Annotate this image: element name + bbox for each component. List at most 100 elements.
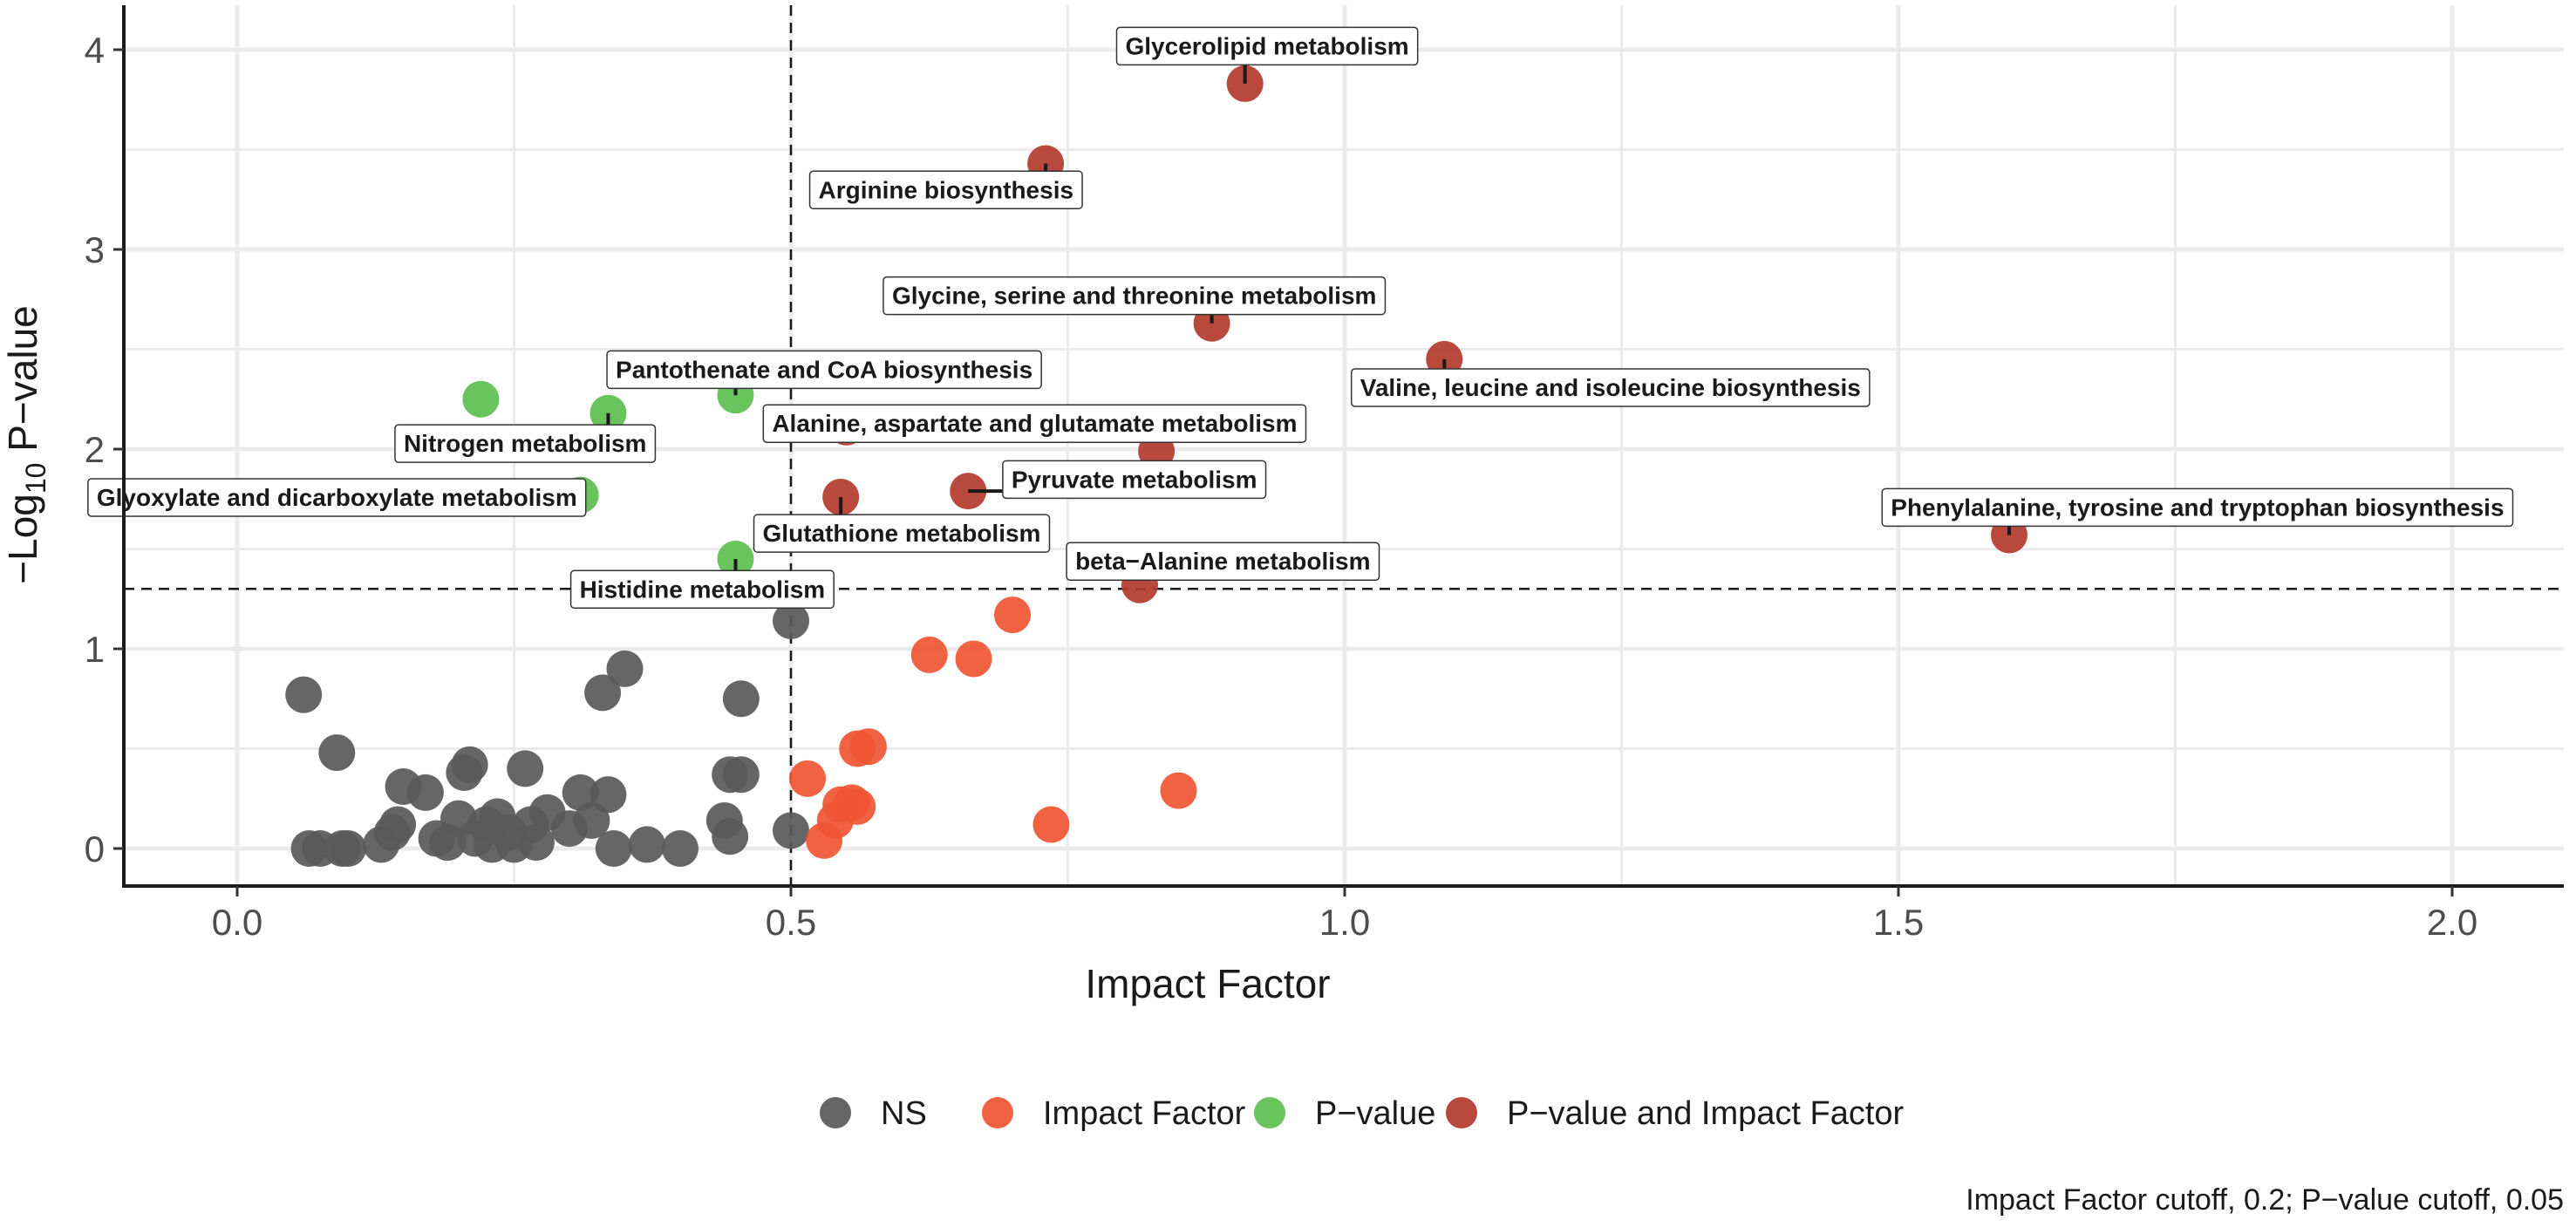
legend-label: NS: [881, 1095, 927, 1132]
y-tick-label: 4: [85, 30, 105, 71]
axes: [122, 5, 2564, 888]
point-label-text: Alanine, aspartate and glutamate metabol…: [772, 410, 1297, 437]
data-point: [722, 680, 760, 718]
point-label-text: Valine, leucine and isoleucine biosynthe…: [1360, 374, 1861, 401]
legend-key: [1446, 1097, 1477, 1128]
data-point: [628, 826, 665, 863]
point-label-box: [808, 170, 1083, 210]
data-point: [722, 756, 760, 794]
point-labels: Glycerolipid metabolism Arginine biosynth…: [87, 26, 2514, 610]
data-point: [462, 380, 500, 418]
point-label: Pantothenate and CoA biosynthesis: [606, 350, 1042, 390]
point-label-box: [569, 569, 835, 610]
data-point: [849, 728, 887, 766]
data-point: [584, 674, 622, 712]
data-point: [789, 760, 827, 797]
point-label-text: Histidine metabolism: [580, 576, 826, 603]
point-label-box: [1115, 26, 1419, 66]
label-connectors: [606, 65, 2011, 571]
point-label-box: [1002, 460, 1267, 500]
legend-key: [1254, 1097, 1285, 1128]
x-tick-label: 1.0: [1319, 902, 1370, 943]
point-label-box: [883, 276, 1387, 316]
data-point: [606, 650, 644, 687]
x-tick-label: 2.0: [2427, 902, 2477, 943]
data-point: [589, 776, 627, 814]
data-point: [662, 830, 699, 867]
data-point: [517, 824, 555, 862]
data-point: [1032, 806, 1070, 843]
tick-labels: 0.0 0.5 1.0 1.5 2.0 0 1 2 3 4: [85, 30, 2478, 943]
point-label-box: [606, 350, 1042, 390]
data-point: [562, 774, 599, 811]
point-label-text: Glutathione metabolism: [763, 520, 1041, 547]
point-label-text: Glycerolipid metabolism: [1125, 32, 1408, 59]
y-tick-label: 2: [85, 429, 105, 470]
data-point: [318, 734, 356, 772]
point-label-text: Nitrogen metabolism: [404, 430, 646, 457]
data-point: [773, 812, 809, 849]
legend-key: [982, 1097, 1013, 1128]
y-axis-title-suffix: P−value: [0, 305, 45, 462]
data-point: [910, 636, 948, 673]
point-label: Nitrogen metabolism: [394, 424, 657, 463]
legend-key: [820, 1097, 851, 1128]
cutoff-lines: [124, 5, 2564, 886]
point-label-text: beta−Alanine metabolism: [1075, 548, 1370, 575]
point-label: Phenylalanine, tyrosine and tryptophan b…: [1881, 487, 2514, 528]
data-point: [712, 818, 749, 855]
data-point: [573, 801, 610, 839]
data-point: [285, 676, 323, 713]
y-axis-title: −Log10 P−value: [0, 305, 51, 584]
point-label-box: [1066, 542, 1380, 581]
y-tick-label: 3: [85, 229, 105, 270]
point-label: beta−Alanine metabolism: [1066, 542, 1380, 581]
point-label-box: [87, 478, 587, 517]
data-point: [507, 750, 544, 787]
data-point: [773, 602, 809, 639]
data-point: [955, 640, 992, 678]
y-axis-title-subscript: 10: [20, 463, 51, 494]
point-label-text: Glyoxylate and dicarboxylate metabolism: [97, 484, 577, 511]
legend: NS Impact Factor P−value P−value and Impact…: [820, 1095, 1905, 1132]
point-label-box: [1881, 487, 2514, 528]
point-label-box: [753, 514, 1051, 553]
point-label-text: Phenylalanine, tyrosine and tryptophan b…: [1891, 494, 2504, 521]
point-label: Glycerolipid metabolism: [1115, 26, 1419, 66]
legend-label: P−value and Impact Factor: [1507, 1095, 1905, 1132]
point-label: Glutathione metabolism: [753, 514, 1051, 553]
data-point: [1160, 772, 1197, 809]
y-tick-label: 1: [85, 629, 105, 670]
point-label-text: Arginine biosynthesis: [819, 176, 1074, 203]
point-label-box: [394, 424, 657, 463]
point-label-box: [1350, 368, 1871, 407]
data-point: [379, 806, 417, 843]
x-tick-label: 1.5: [1873, 902, 1924, 943]
point-label-text: Pyruvate metabolism: [1012, 466, 1257, 493]
point-label: Alanine, aspartate and glutamate metabol…: [762, 404, 1307, 443]
legend-label: P−value: [1315, 1095, 1435, 1132]
data-point: [595, 830, 632, 867]
legend-label: Impact Factor: [1043, 1095, 1246, 1132]
point-label: Histidine metabolism: [569, 569, 835, 610]
x-tick-label: 0.5: [766, 902, 816, 943]
data-point: [330, 830, 366, 867]
x-axis-title: Impact Factor: [1085, 961, 1330, 1006]
point-label-text: Glycine, serine and threonine metabolism: [892, 283, 1377, 310]
y-axis-title-prefix: −Log: [0, 494, 45, 584]
x-tick-label: 0.0: [212, 902, 262, 943]
data-point: [994, 596, 1031, 634]
point-label-box: [762, 404, 1307, 443]
point-label-text: Pantothenate and CoA biosynthesis: [616, 356, 1032, 383]
point-label: Glyoxylate and dicarboxylate metabolism: [87, 478, 587, 517]
point-label: Glycine, serine and threonine metabolism: [883, 276, 1387, 316]
point-label: Valine, leucine and isoleucine biosynthe…: [1350, 368, 1871, 407]
point-label: Arginine biosynthesis: [808, 170, 1083, 210]
caption: Impact Factor cutoff, 0.2; P−value cutof…: [1966, 1183, 2564, 1217]
y-tick-label: 0: [85, 828, 105, 869]
data-point: [451, 746, 488, 783]
point-label: Pyruvate metabolism: [1002, 460, 1267, 500]
data-point: [406, 774, 444, 811]
data-point: [839, 787, 876, 825]
